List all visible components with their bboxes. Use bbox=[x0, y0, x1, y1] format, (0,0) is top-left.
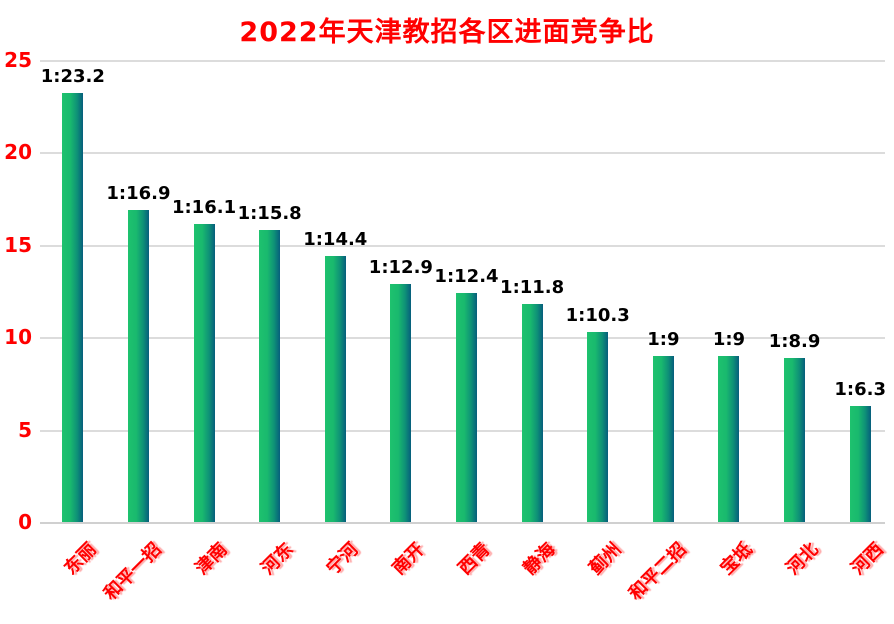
data-label-河北: 1:8.9 bbox=[768, 330, 821, 352]
y-tick-label-5: 5 bbox=[18, 417, 32, 442]
bar-河东 bbox=[259, 230, 281, 522]
bar-西青 bbox=[456, 292, 477, 522]
x-axis-label-和平一招: 和平一招 bbox=[100, 538, 167, 605]
data-label-蓟州: 1:10.3 bbox=[565, 304, 630, 326]
x-axis-label-河东: 河东 bbox=[257, 538, 298, 580]
x-axis-label-宁河: 宁河 bbox=[322, 538, 363, 580]
y-tick-label-10: 10 bbox=[4, 325, 32, 350]
y-tick-label-15: 15 bbox=[4, 232, 32, 257]
data-label-和平二招: 1:9 bbox=[647, 328, 680, 350]
data-label-河西: 1:6.3 bbox=[834, 378, 886, 400]
y-tick-label-25: 25 bbox=[4, 48, 32, 72]
y-tick-label-0: 0 bbox=[18, 510, 32, 534]
x-axis-label-河西: 河西 bbox=[847, 538, 888, 580]
bar-静海 bbox=[521, 303, 543, 522]
gridline-0 bbox=[40, 522, 885, 524]
bar-宝坻 bbox=[718, 355, 740, 522]
data-label-静海: 1:11.8 bbox=[500, 276, 565, 298]
plot-area: 0 5 10 15 20 25 1:23.2 东丽 1:16.9 和平一招 1:16.1 津南 1:15… bbox=[4, 50, 893, 605]
data-label-南开: 1:12.9 bbox=[368, 256, 433, 278]
bar-宁河 bbox=[324, 255, 346, 522]
x-axis-label-蓟州: 蓟州 bbox=[585, 538, 626, 580]
bar-蓟州 bbox=[587, 331, 609, 522]
data-label-宁河: 1:14.4 bbox=[303, 228, 368, 250]
x-axis-label-东丽: 东丽 bbox=[60, 538, 101, 580]
x-axis-label-西青: 西青 bbox=[453, 538, 495, 580]
data-label-河东: 1:15.8 bbox=[237, 203, 302, 225]
bar-南开 bbox=[390, 283, 412, 522]
chart-title: 2022年天津教招各区进面竞争比 bbox=[239, 17, 655, 48]
y-tick-label-20: 20 bbox=[4, 140, 32, 165]
data-label-津南: 1:16.1 bbox=[171, 197, 237, 219]
x-axis-label-和平二招: 和平二招 bbox=[625, 538, 692, 605]
gridline-25 bbox=[40, 60, 885, 62]
x-axis-label-南开: 南开 bbox=[388, 538, 429, 580]
x-axis-label-津南: 津南 bbox=[191, 538, 232, 580]
data-label-西青: 1:12.4 bbox=[434, 265, 499, 287]
bar-和平一招 bbox=[127, 209, 149, 522]
data-label-和平一招: 1:16.9 bbox=[106, 182, 171, 204]
bar-东丽 bbox=[62, 93, 84, 522]
bar-河北 bbox=[784, 357, 806, 522]
data-label-东丽: 1:23.2 bbox=[40, 66, 105, 88]
bar-津南 bbox=[193, 224, 215, 522]
gridline-20 bbox=[40, 152, 885, 155]
x-axis-label-静海: 静海 bbox=[519, 538, 560, 580]
gridline-15 bbox=[40, 244, 885, 247]
bar-和平二招 bbox=[652, 355, 674, 522]
x-axis-label-河北: 河北 bbox=[781, 538, 823, 580]
x-axis-label-宝坻: 宝坻 bbox=[716, 538, 757, 580]
bar-河西 bbox=[849, 405, 871, 522]
data-label-宝坻: 1:9 bbox=[712, 328, 746, 350]
